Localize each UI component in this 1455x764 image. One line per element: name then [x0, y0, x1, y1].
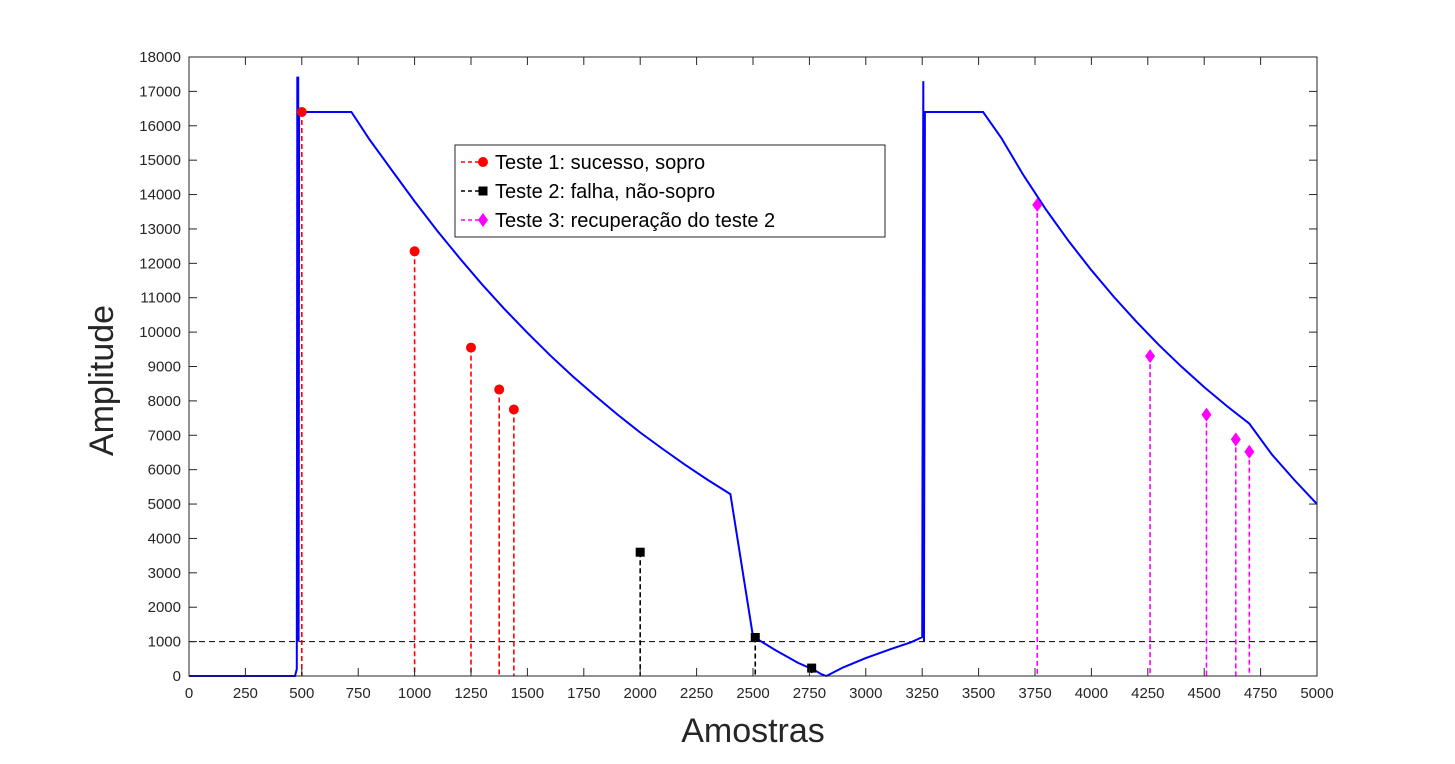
x-tick-label: 0 [185, 685, 193, 702]
series-2-point [807, 663, 817, 673]
x-tick-label: 4750 [1244, 685, 1277, 702]
x-tick-label: 3750 [1018, 685, 1051, 702]
series-1-point [466, 342, 476, 353]
y-tick-label: 17000 [139, 83, 181, 100]
series-3-point [1032, 197, 1043, 212]
x-axis-title: Amostras [681, 712, 825, 750]
series-1-point [296, 107, 307, 118]
y-tick-label: 6000 [148, 462, 181, 479]
y-tick-label: 15000 [139, 152, 181, 169]
x-tick-label: 1500 [511, 685, 544, 702]
legend: Teste 1: sucesso, sopro Teste 2: falha, n… [454, 144, 886, 238]
y-tick-label: 7000 [148, 427, 181, 444]
series-3-point [1230, 432, 1241, 447]
y-tick-label: 8000 [148, 393, 181, 410]
series-2-point [635, 547, 645, 557]
y-tick-label: 13000 [139, 221, 181, 238]
y-tick-label: 3000 [148, 565, 181, 582]
x-tick-label: 1000 [398, 685, 431, 702]
series-1-point [508, 404, 519, 415]
y-tick-label: 18000 [139, 49, 181, 66]
y-tick-label: 1000 [148, 634, 181, 651]
signal-layer [189, 76, 1318, 678]
series-1-point [494, 384, 505, 395]
x-tick-label: 3500 [962, 685, 995, 702]
legend-marker-series-3 [478, 213, 488, 227]
y-tick-label: 14000 [139, 187, 181, 204]
series-3-point [1201, 407, 1212, 422]
x-tick-label: 5000 [1300, 685, 1333, 702]
marker-layer [296, 107, 1255, 673]
x-tick-label: 3000 [849, 685, 882, 702]
legend-label-series-1: Teste 1: sucesso, sopro [495, 152, 705, 174]
x-tick-label: 3250 [906, 685, 939, 702]
y-tick-label: 9000 [148, 359, 181, 376]
x-tick-label: 2500 [736, 685, 769, 702]
x-tick-label: 4000 [1075, 685, 1108, 702]
legend-marker-series-1 [478, 157, 488, 167]
x-tick-label: 2250 [680, 685, 713, 702]
x-tick-label: 2750 [793, 685, 826, 702]
y-tick-label: 5000 [148, 496, 181, 513]
x-tick-label: 1250 [454, 685, 487, 702]
series-2-point [750, 632, 760, 642]
stem-layer [300, 112, 1251, 676]
y-axis-title: Amplitude [83, 305, 121, 456]
legend-box [454, 144, 886, 238]
x-tick-label: 750 [346, 685, 371, 702]
legend-label-series-3: Teste 3: recuperação do teste 2 [495, 210, 775, 232]
y-tick-label: 11000 [140, 290, 181, 307]
y-tick-label: 16000 [139, 118, 181, 135]
x-tick-label: 2000 [624, 685, 657, 702]
signal-line [189, 76, 1318, 678]
legend-label-series-2: Teste 2: falha, não-sopro [495, 181, 715, 203]
y-tick-label: 12000 [139, 255, 181, 272]
y-tick-label: 0 [173, 668, 181, 685]
tick-layer: 0 250 500 750 1000 1250 1500 1750 2000 2250 2500 27… [139, 49, 1333, 702]
y-tick-label: 4000 [148, 530, 181, 547]
series-3-point [1145, 349, 1156, 364]
x-tick-label: 1750 [567, 685, 600, 702]
y-tick-label: 10000 [139, 324, 181, 341]
x-tick-label: 4250 [1131, 685, 1164, 702]
series-3-point [1244, 444, 1255, 459]
y-tick-label: 2000 [148, 599, 181, 616]
series-1-point [409, 246, 420, 257]
x-tick-label: 500 [289, 685, 314, 702]
legend-marker-series-2 [478, 186, 488, 196]
x-tick-label: 4500 [1188, 685, 1221, 702]
x-tick-label: 250 [233, 685, 258, 702]
